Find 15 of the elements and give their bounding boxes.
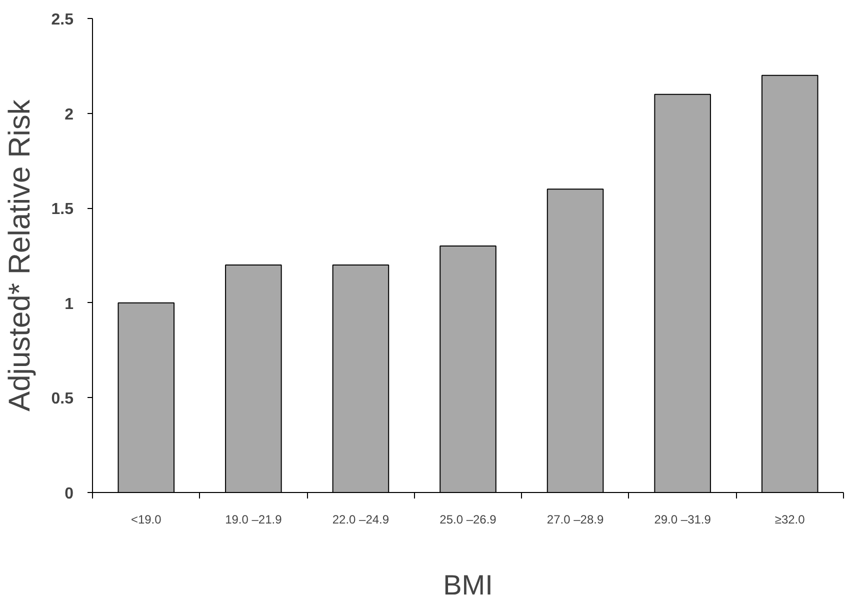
y-tick-label: 2	[64, 106, 74, 124]
x-tick-label: 22.0 –24.9	[332, 512, 390, 526]
y-tick-label: 1.5	[51, 201, 74, 218]
x-tick-label: 27.0 –28.9	[546, 512, 604, 526]
y-tick-label: 2.5	[51, 12, 74, 28]
x-tick-label: <19.0	[130, 512, 162, 526]
y-axis-title: Adjusted* Relative Risk	[3, 98, 36, 412]
x-tick-label: 19.0 –21.9	[225, 512, 282, 526]
y-tick-label: 0.5	[51, 390, 74, 408]
x-tick-label: 29.0 –31.9	[654, 512, 712, 526]
x-axis-title: BMI	[443, 570, 493, 600]
y-tick-label: 0	[64, 486, 74, 502]
x-tick-label: 25.0 –26.9	[440, 512, 497, 526]
y-tick-label: 1	[64, 296, 74, 313]
x-tick-label: ≥32.0	[774, 512, 806, 526]
